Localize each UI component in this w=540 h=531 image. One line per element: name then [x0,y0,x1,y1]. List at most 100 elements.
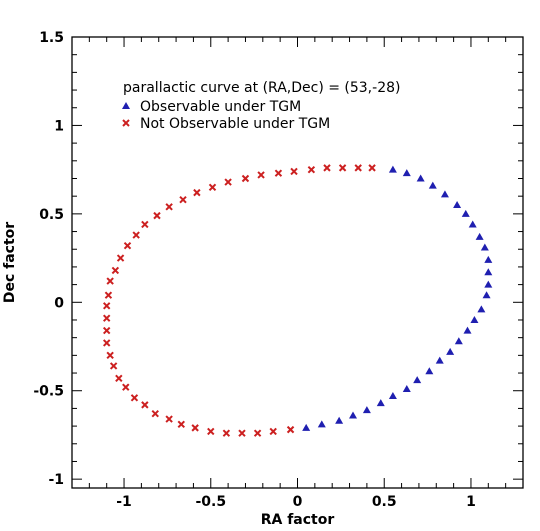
observable-point [484,255,493,263]
observable-point [335,416,344,424]
not-observable-point [102,339,111,347]
observable-point [416,174,425,182]
observable-point [317,420,326,428]
cross-stroke [122,383,130,391]
not-observable-point [141,401,149,409]
cross-stroke [165,203,173,211]
cross-stroke [323,164,331,172]
cross-stroke [111,266,120,275]
y-tick-label: 1 [54,118,64,134]
cross-stroke [208,183,217,192]
not-observable-point [368,164,376,172]
not-observable-point [132,231,140,239]
y-tick-label: 0.5 [39,207,64,223]
observable-point [453,201,462,209]
not-observable-point [354,164,362,172]
cross-stroke [151,410,159,418]
cross-stroke [179,196,187,204]
not-observable-point [116,254,125,262]
not-observable-point [106,351,114,360]
cross-stroke [241,174,250,183]
not-observable-point [274,169,283,177]
observable-point [440,190,449,198]
cross-stroke [274,169,283,177]
cross-stroke [224,178,232,186]
not-observable-point [165,203,173,211]
x-tick-label: -0.5 [195,494,226,510]
not-observable-point [111,266,120,275]
not-observable-point [257,171,265,179]
cross-stroke [123,241,132,250]
not-observable-point [104,291,113,299]
cross-stroke [104,291,113,299]
observable-point [454,337,463,345]
observable-point [402,384,411,392]
not-observable-point [102,326,111,335]
cross-stroke [165,415,173,423]
cross-stroke [115,374,123,383]
not-observable-point [193,188,201,197]
observable-point [446,347,455,355]
cross-stroke [269,427,277,436]
cross-stroke [106,277,114,285]
cross-stroke [354,164,362,172]
not-observable-point [323,164,331,172]
legend-label: Observable under TGM [140,99,301,115]
y-tick-labels: -1 -0.5 0 0.5 1 1.5 [33,30,64,488]
not-observable-point [338,164,347,172]
not-observable-point [102,302,111,310]
observable-point [484,268,493,276]
not-observable-point [151,410,159,418]
x-tick-label: 0 [293,494,303,510]
cross-stroke [253,429,262,437]
x-tick-label: 0.5 [372,494,397,510]
legend-header: parallactic curve at (RA,Dec) = (53,-28) [123,80,400,96]
observable-point [482,291,491,299]
not-observable-point [177,420,185,429]
legend-marker-observable [122,102,130,109]
cross-stroke [307,165,316,174]
observable-point [477,305,486,313]
cross-stroke [193,188,201,197]
observable-point [388,165,397,173]
cross-stroke [153,211,161,220]
data-points [102,164,493,437]
not-observable-point [165,415,173,423]
not-observable-point [123,241,132,250]
observable-point [425,367,434,375]
not-observable-point [141,220,149,229]
cross-stroke [141,401,149,409]
observable-point [470,315,479,323]
cross-stroke [102,302,111,310]
observable-point [468,220,477,228]
cross-stroke [286,425,295,434]
cross-stroke [106,351,114,360]
cross-stroke [109,362,118,370]
y-tick-label: 0 [54,295,64,311]
observable-point [435,356,444,364]
not-observable-point [102,314,111,322]
cross-stroke [122,119,130,127]
not-observable-point [241,174,250,183]
y-axis-label: Dec factor [2,222,18,303]
not-observable-point [109,362,118,370]
not-observable-point [207,427,215,436]
not-observable-point [179,196,187,204]
cross-stroke [238,429,246,437]
not-observable-point [115,374,123,383]
observable-point [413,376,422,384]
not-observable-point [269,427,277,436]
cross-stroke [102,339,111,347]
cross-stroke [257,171,265,179]
x-tick-labels: -1 -0.5 0 0.5 1 [116,494,476,510]
observable-point [376,399,385,407]
cross-stroke [368,164,376,172]
x-axis-label: RA factor [261,512,335,528]
cross-stroke [130,394,139,402]
cross-stroke [102,326,111,335]
not-observable-point [208,183,217,192]
legend-marker-not-observable [122,119,130,127]
not-observable-point [122,383,130,391]
legend-label: Not Observable under TGM [140,116,330,132]
